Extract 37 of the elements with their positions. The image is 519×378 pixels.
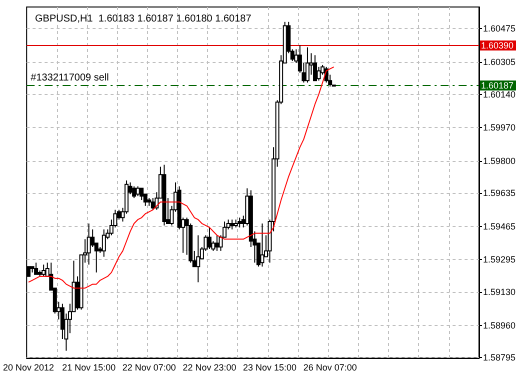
candlestick — [260, 223, 264, 268]
x-tick-label: 22 Nov 07:00 — [122, 362, 176, 372]
candlestick — [42, 264, 46, 277]
y-tick-label: 1.60140 — [483, 89, 516, 100]
x-tick-label: 26 Nov 07:00 — [303, 362, 357, 372]
candlestick — [316, 66, 321, 82]
candlestick — [196, 234, 200, 283]
ref-line-label: 1.60187 — [481, 80, 514, 90]
candlestick — [34, 262, 38, 275]
x-tick-label: 20 Nov 2012 — [2, 362, 54, 372]
candlestick — [230, 219, 234, 230]
y-tick-label: 1.58960 — [483, 320, 516, 330]
text: GBPUSD,H1 1.60183 1.60187 1.60180 1.60187 — [35, 14, 252, 24]
y-tick-label: 1.59635 — [483, 188, 516, 198]
y-tick-label: 1.60305 — [483, 57, 516, 68]
ref-line-label: 1.60390 — [481, 40, 514, 50]
x-tick-label: 21 Nov 15:00 — [62, 362, 116, 372]
y-tick-label: 1.59130 — [483, 287, 516, 298]
candlestick — [215, 234, 220, 252]
y-tick-label: 1.59800 — [483, 156, 516, 166]
candlestick — [207, 226, 212, 250]
x-tick-label: 23 Nov 15:00 — [243, 362, 297, 372]
annotation: #1332117009 sell — [30, 72, 109, 84]
y-tick-label: 1.59465 — [483, 221, 516, 232]
candlestick — [238, 217, 242, 228]
candlestick — [150, 198, 155, 210]
candlestick — [132, 186, 136, 199]
y-tick-label: 1.60475 — [483, 24, 516, 34]
y-tick-label: 1.58795 — [483, 352, 516, 363]
candlestick — [102, 228, 106, 258]
y-tick-label: 1.59295 — [483, 254, 516, 265]
candlestick — [86, 223, 91, 266]
y-tick-label: 1.59970 — [483, 122, 516, 133]
x-tick-label: 22 Nov 23:00 — [182, 362, 236, 372]
candlestick — [305, 46, 310, 84]
candlestick — [313, 54, 318, 82]
candlestick — [140, 188, 144, 201]
